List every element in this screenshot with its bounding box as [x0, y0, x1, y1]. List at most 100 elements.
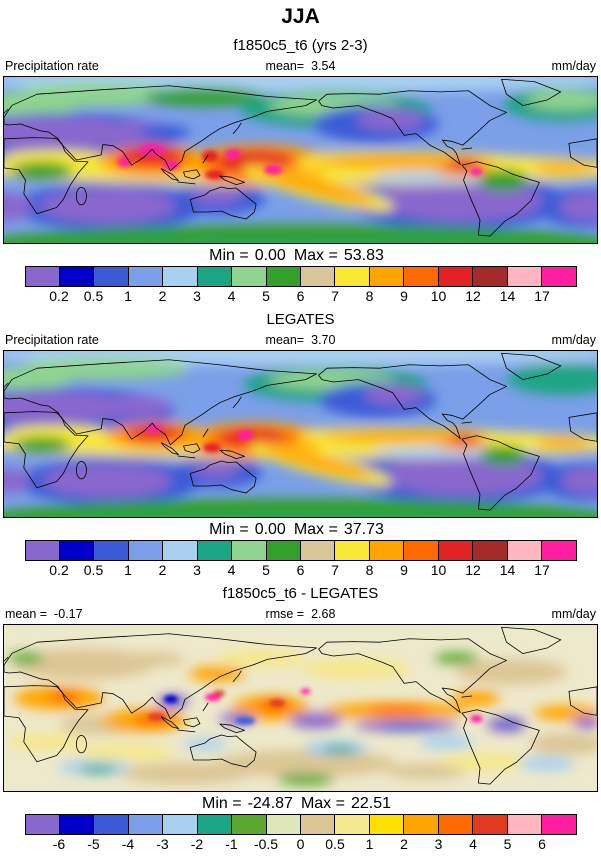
- panel-header: mean = -0.17 rmse = 2.68 mm/day: [5, 607, 596, 622]
- colorbar-segment: [25, 541, 60, 560]
- colorbar-segment: [507, 541, 543, 560]
- colorbar-segment: [438, 541, 474, 560]
- colorbar-segment: [542, 541, 576, 560]
- max-value: 22.51: [350, 795, 391, 812]
- colorbar-tick: 0: [296, 836, 305, 852]
- colorbar-tick: 6: [296, 288, 305, 304]
- colorbar-tick: 0.5: [83, 562, 104, 578]
- colorbar-segment: [404, 541, 439, 560]
- precip-extremes: [145, 425, 254, 453]
- stat-label: mean=: [265, 59, 305, 73]
- panel-diff: f1850c5_t6 - LEGATES mean = -0.17 rmse = 2…: [0, 585, 601, 852]
- min-value: -24.87: [247, 795, 293, 812]
- colorbar-tick: 12: [465, 562, 481, 578]
- colorbar-tick: -2: [190, 836, 204, 852]
- colorbar-segment: [197, 541, 233, 560]
- colorbar-segment: [25, 815, 60, 834]
- colorbar-diff: -6 -5 -4 -3 -2 -1 -0.5 0 0.5 1 2 3 4 5 6: [24, 814, 577, 852]
- colorbar-tick: 7: [331, 562, 339, 578]
- colorbar-swatches: [24, 814, 577, 835]
- max-value: 37.73: [343, 521, 384, 538]
- colorbar-tick: 2: [400, 836, 408, 852]
- colorbar-tick: -0.5: [253, 836, 279, 852]
- minmax-obs: Min = 0.00 Max = 37.73: [0, 520, 601, 539]
- panel-subtitle: LEGATES: [266, 311, 335, 328]
- panel-subtitle: f1850c5_t6 - LEGATES: [222, 585, 379, 602]
- colorbar-tick: 9: [400, 288, 408, 304]
- colorbar-tick: 4: [227, 288, 236, 304]
- min-label: Min =: [201, 795, 242, 812]
- stat-label: Precipitation rate: [5, 333, 99, 347]
- field-label: Precipitation rate: [5, 59, 106, 73]
- colorbar-segment: [232, 267, 267, 286]
- colorbar-segment: [438, 267, 474, 286]
- colorbar-segment: [335, 815, 370, 834]
- colorbar-tick: -6: [52, 836, 66, 852]
- minmax-model: Min = 0.00 Max = 53.83: [0, 246, 601, 265]
- figure-title: JJA: [281, 5, 320, 28]
- colorbar-tick: -1: [225, 836, 238, 852]
- min-label: Min =: [209, 247, 249, 264]
- mean-stat: mean= 3.70: [266, 333, 336, 347]
- colorbar-swatches: [24, 266, 577, 287]
- map-diff: [3, 624, 598, 792]
- min-value: 0.00: [254, 521, 286, 538]
- colorbar-segment: [232, 815, 267, 834]
- colorbar-tick: 1: [124, 562, 132, 578]
- colorbar-tick: -5: [87, 836, 100, 852]
- colorbar-tick: 4: [469, 836, 477, 852]
- colorbar-tick: 12: [465, 288, 481, 304]
- map-model-svg: [4, 77, 597, 243]
- colorbar-tick: 2: [158, 288, 167, 304]
- colorbar-segment: [59, 541, 95, 560]
- colorbar-segment: [542, 815, 576, 834]
- map-obs-svg: [4, 351, 597, 517]
- panel-model: f1850c5_t6 (yrs 2-3) Precipitation rate …: [0, 37, 601, 304]
- colorbar-segment: [232, 541, 267, 560]
- colorbar-tick: 14: [499, 288, 516, 304]
- map-model: [3, 76, 598, 244]
- colorbar-tick: 2: [158, 562, 167, 578]
- colorbar-tick: 3: [193, 288, 201, 304]
- colorbar-tick: 8: [365, 562, 374, 578]
- colorbar-segment: [404, 815, 439, 834]
- colorbar-segment: [335, 541, 370, 560]
- colorbar-segment: [507, 267, 543, 286]
- colorbar-segment: [473, 541, 508, 560]
- map-obs: [3, 350, 598, 518]
- colorbar-tick: 10: [430, 288, 447, 304]
- stat-value: -0.17: [54, 607, 83, 621]
- map-diff-svg: [4, 625, 597, 791]
- colorbar-segment: [128, 267, 164, 286]
- colorbar-tick: 4: [227, 562, 236, 578]
- colorbar-tick: 5: [503, 836, 512, 852]
- colorbar-segment: [369, 815, 405, 834]
- colorbar-tick: 0.2: [49, 562, 69, 578]
- panel-header: Precipitation rate mean= 3.54 mm/day: [5, 59, 596, 74]
- mean-stat: mean = -0.17: [5, 607, 83, 621]
- colorbar-segment: [25, 267, 60, 286]
- precip-field: [4, 351, 597, 517]
- colorbar-segment: [301, 541, 336, 560]
- panel-subtitle: f1850c5_t6 (yrs 2-3): [233, 37, 368, 54]
- panel-header: Precipitation rate mean= 3.70 mm/day: [5, 333, 596, 348]
- stat-label: Precipitation rate: [5, 59, 99, 73]
- colorbar-tick: 8: [365, 288, 374, 304]
- stat-value: 3.70: [311, 333, 336, 347]
- colorbar-segment: [59, 267, 95, 286]
- colorbar-segment: [473, 815, 508, 834]
- colorbar-tick: 0.5: [325, 836, 345, 852]
- colorbar-segment: [301, 267, 336, 286]
- colorbar-segment: [163, 541, 198, 560]
- diff-extremes: [147, 688, 483, 725]
- colorbar-segment: [94, 541, 129, 560]
- colorbar-obs: 0.2 0.5 1 2 3 4 5 6 7 8 9 10 12 14 17: [24, 540, 577, 578]
- colorbar-tick: 0.5: [83, 288, 104, 304]
- mean-stat: mean= 3.54: [266, 59, 336, 73]
- colorbar-tick: 3: [193, 562, 201, 578]
- colorbar-tick: 0.2: [49, 288, 69, 304]
- precip-extremes: [117, 144, 483, 180]
- colorbar-tick-labels: 0.2 0.5 1 2 3 4 5 6 7 8 9 10 12 14 17: [25, 287, 577, 304]
- units-label: mm/day: [551, 607, 596, 621]
